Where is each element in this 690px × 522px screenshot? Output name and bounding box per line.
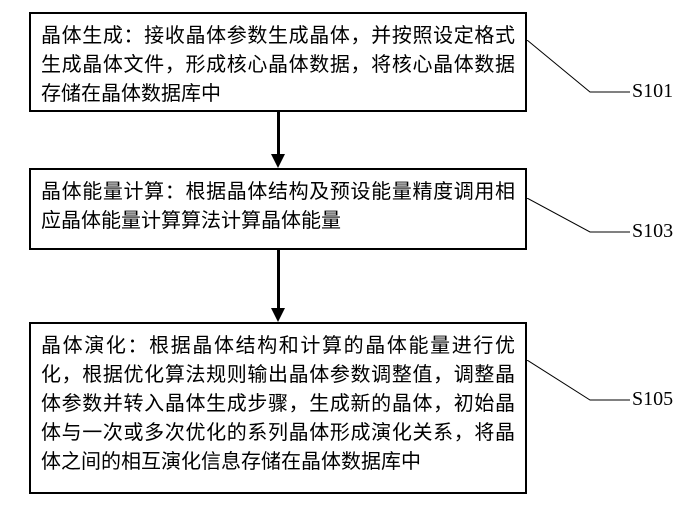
step-label-s103: S103 <box>632 220 673 243</box>
flow-node-text: 晶体生成：接收晶体参数生成晶体，并按照设定格式生成晶体文件，形成核心晶体数据，将… <box>41 25 515 105</box>
step-label-text: S103 <box>632 220 673 242</box>
lead-line-s103 <box>527 198 630 233</box>
flow-node-s101: 晶体生成：接收晶体参数生成晶体，并按照设定格式生成晶体文件，形成核心晶体数据，将… <box>29 12 527 112</box>
arrow-head-2-3 <box>271 308 285 322</box>
step-label-s101: S101 <box>632 80 673 103</box>
step-label-text: S101 <box>632 80 673 102</box>
arrow-head-1-2 <box>271 154 285 168</box>
flow-node-s105: 晶体演化：根据晶体结构和计算的晶体能量进行优化，根据优化算法规则输出晶体参数调整… <box>29 322 527 494</box>
flow-node-s103: 晶体能量计算：根据晶体结构及预设能量精度调用相应晶体能量计算算法计算晶体能量 <box>29 168 527 250</box>
arrow-line-2-3 <box>277 250 280 308</box>
flowchart-canvas: 晶体生成：接收晶体参数生成晶体，并按照设定格式生成晶体文件，形成核心晶体数据，将… <box>0 0 690 522</box>
arrow-line-1-2 <box>277 112 280 156</box>
lead-line-s105 <box>527 360 630 401</box>
step-label-text: S105 <box>632 388 673 410</box>
step-label-s105: S105 <box>632 388 673 411</box>
lead-line-s101 <box>527 40 630 93</box>
flow-node-text: 晶体能量计算：根据晶体结构及预设能量精度调用相应晶体能量计算算法计算晶体能量 <box>41 181 515 232</box>
flow-node-text: 晶体演化：根据晶体结构和计算的晶体能量进行优化，根据优化算法规则输出晶体参数调整… <box>41 335 515 473</box>
